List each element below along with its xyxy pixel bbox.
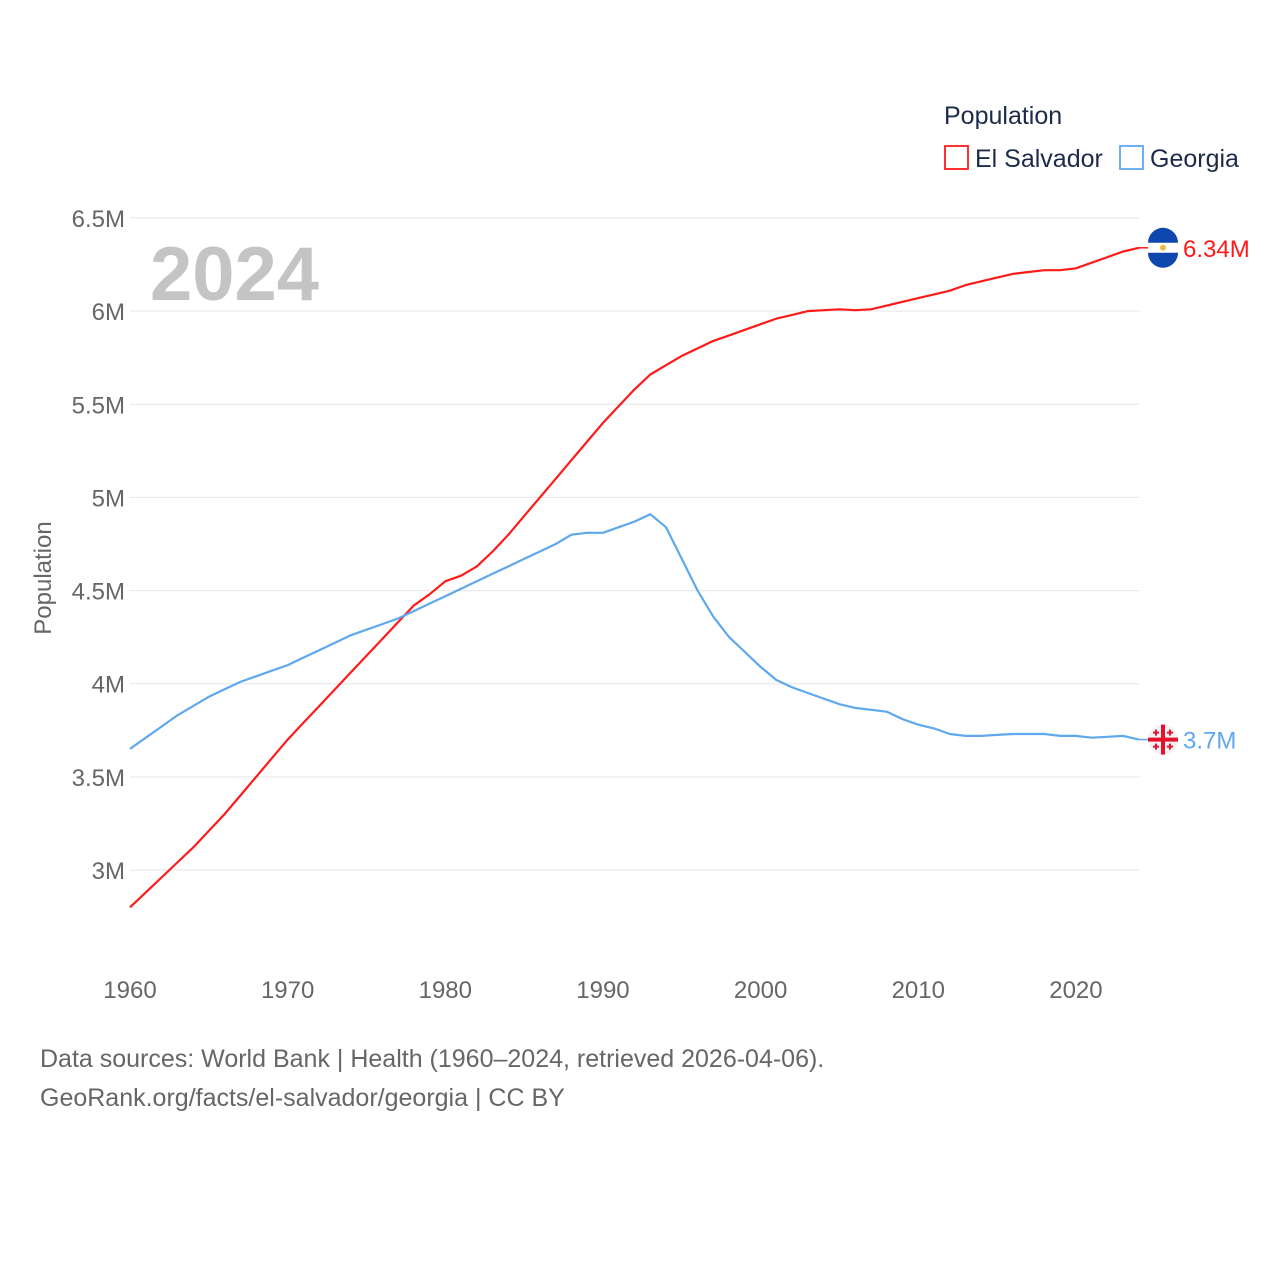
legend-swatch — [944, 145, 969, 170]
y-axis-ticks: 3M 3.5M 4M 4.5M 5M 5.5M 6M 6.5M — [72, 206, 125, 885]
legend: El Salvador Georgia — [944, 145, 1239, 173]
legend-item-el-salvador[interactable]: El Salvador — [944, 145, 1103, 173]
end-labels: 6.34M 3.7M — [1139, 227, 1250, 755]
x-tick-label: 1960 — [103, 977, 156, 1004]
y-tick-label: 4M — [92, 672, 125, 699]
georgia-flag-icon — [1148, 724, 1178, 755]
x-tick-label: 1980 — [419, 977, 472, 1004]
series-line-georgia[interactable] — [129, 513, 1140, 750]
legend-label: El Salvador — [975, 145, 1103, 173]
footer-sources: Data sources: World Bank | Health (1960–… — [40, 1045, 825, 1073]
x-tick-label: 1970 — [261, 977, 314, 1004]
legend-swatch — [1119, 145, 1144, 170]
x-tick-label: 2010 — [892, 977, 945, 1004]
y-tick-label: 5.5M — [72, 392, 125, 419]
legend-title: Population — [944, 102, 1062, 130]
y-tick-label: 3.5M — [72, 765, 125, 792]
y-tick-label: 4.5M — [72, 579, 125, 606]
footer-credit[interactable]: GeoRank.org/facts/el-salvador/georgia | … — [40, 1084, 565, 1112]
x-tick-label: 2000 — [734, 977, 787, 1004]
series-lines — [129, 246, 1140, 909]
x-axis-ticks: 1960 1970 1980 1990 2000 2010 2020 — [103, 977, 1102, 1004]
y-axis-label: Population — [30, 521, 57, 634]
y-tick-label: 6M — [92, 299, 125, 326]
x-tick-label: 1990 — [576, 977, 629, 1004]
grid — [130, 217, 1139, 871]
x-tick-label: 2020 — [1049, 977, 1102, 1004]
legend-label: Georgia — [1150, 145, 1239, 173]
legend-item-georgia[interactable]: Georgia — [1119, 145, 1239, 173]
y-tick-label: 3M — [92, 858, 125, 885]
series-line-el-salvador[interactable] — [129, 246, 1140, 909]
year-watermark: 2024 — [150, 232, 319, 317]
end-value-label: 3.7M — [1183, 728, 1236, 755]
end-value-label: 6.34M — [1183, 236, 1250, 263]
y-tick-label: 6.5M — [72, 206, 125, 233]
el-salvador-flag-icon — [1148, 227, 1178, 268]
y-tick-label: 5M — [92, 485, 125, 512]
